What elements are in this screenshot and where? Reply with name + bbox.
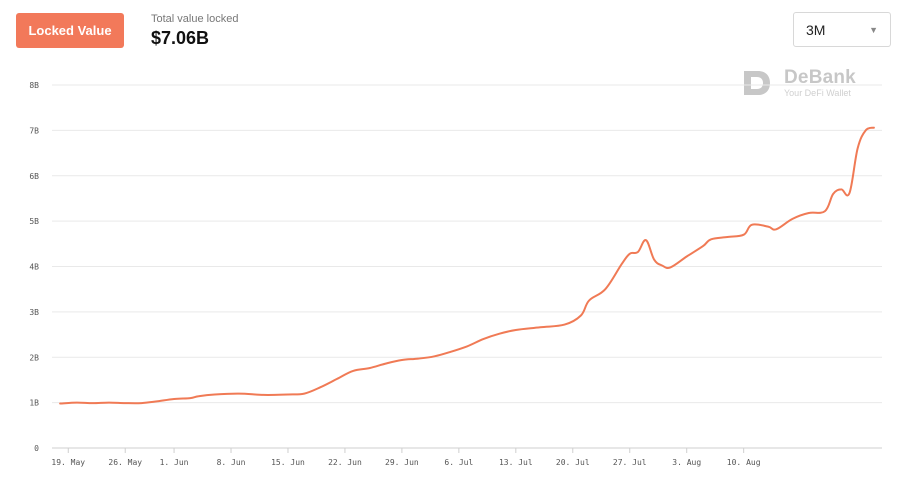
x-tick-label: 29. Jun	[385, 458, 419, 467]
chevron-down-icon: ▼	[869, 24, 878, 35]
x-tick-label: 8. Jun	[217, 458, 246, 467]
y-tick-label: 7B	[29, 126, 39, 135]
y-tick-label: 0	[34, 444, 39, 453]
x-tick-label: 3. Aug	[672, 458, 701, 467]
x-tick-label: 6. Jul	[444, 458, 473, 467]
x-tick-label: 27. Jul	[613, 458, 647, 467]
x-tick-label: 26. May	[108, 458, 142, 467]
y-tick-label: 8B	[29, 81, 39, 90]
x-tick-label: 19. May	[51, 458, 85, 467]
x-tick-label: 13. Jul	[499, 458, 533, 467]
debank-logo-icon	[744, 71, 770, 95]
y-tick-label: 3B	[29, 308, 39, 317]
range-selected-value: 3M	[806, 21, 826, 38]
locked-value-button[interactable]: Locked Value	[16, 13, 124, 48]
y-tick-label: 5B	[29, 217, 39, 226]
y-tick-label: 4B	[29, 263, 39, 272]
x-axis: 19. May 26. May 1. Jun 8. Jun 15. Jun 22. Jun…	[51, 448, 761, 467]
watermark-tagline: Your DeFi Wallet	[784, 87, 851, 98]
tvl-label: Total value locked	[151, 13, 239, 25]
watermark-brand: DeBank	[784, 66, 856, 88]
y-axis: 0 1B 2B 3B 4B 5B 6B 7B 8B	[29, 81, 39, 453]
y-tick-label: 1B	[29, 399, 39, 408]
debank-watermark: DeBank Your DeFi Wallet	[742, 67, 856, 99]
x-tick-label: 22. Jun	[328, 458, 362, 467]
tvl-value: $7.06B	[151, 28, 210, 48]
x-tick-label: 20. Jul	[556, 458, 590, 467]
grid-layer	[52, 84, 882, 449]
x-tick-label: 1. Jun	[160, 458, 189, 467]
y-tick-label: 6B	[29, 172, 39, 181]
y-tick-label: 2B	[29, 353, 39, 362]
tvl-series-line	[59, 126, 875, 405]
x-tick-label: 10. Aug	[727, 458, 761, 467]
x-tick-label: 15. Jun	[271, 458, 305, 467]
range-select[interactable]: 3M ▼	[793, 12, 891, 47]
